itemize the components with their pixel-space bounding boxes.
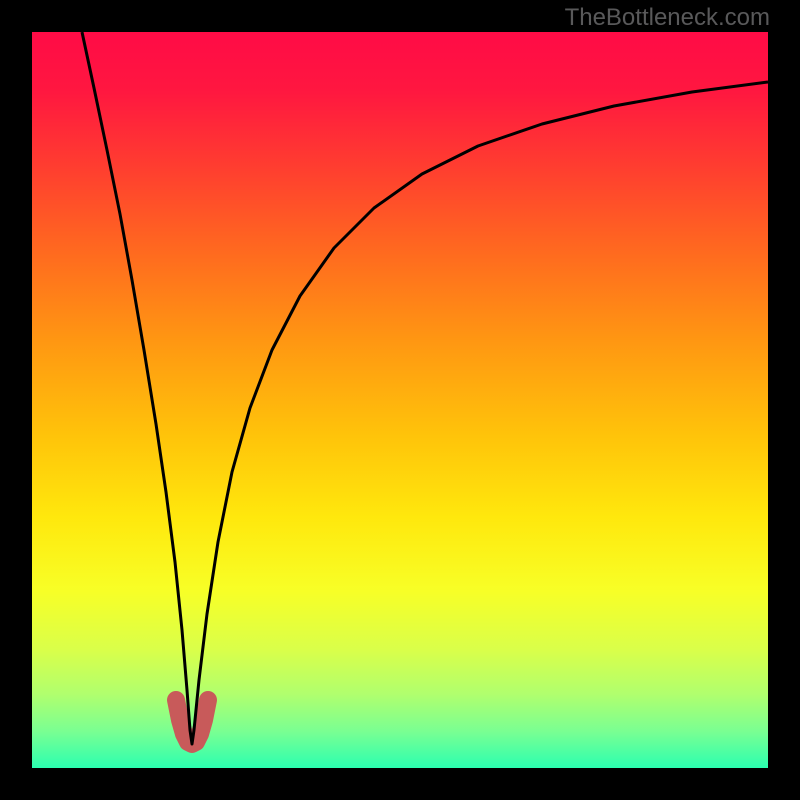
main-curve bbox=[82, 32, 768, 744]
curve-layer bbox=[32, 32, 768, 768]
plot-area bbox=[32, 32, 768, 768]
watermark-text: TheBottleneck.com bbox=[565, 4, 770, 32]
chart-frame: TheBottleneck.com bbox=[0, 0, 800, 800]
